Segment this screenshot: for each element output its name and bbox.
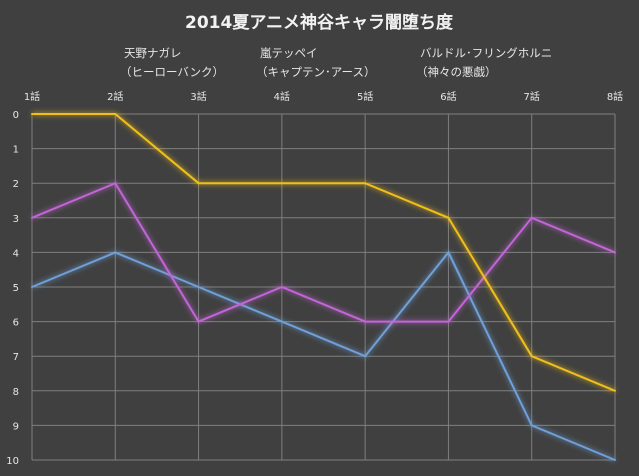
data-point (31, 113, 33, 115)
y-tick-label: 5 (13, 283, 19, 294)
data-point (114, 182, 117, 185)
x-tick-label: 2話 (107, 90, 123, 103)
data-point (31, 286, 33, 288)
legend-item-3: バルドル･フリングホルニ （神々の悪戯） (392, 46, 552, 79)
data-point (280, 286, 283, 288)
data-point (197, 320, 200, 323)
x-tick-label: 8話 (607, 90, 623, 103)
legend-label-line2: （ヒーローバンク） (120, 65, 224, 79)
data-point (364, 182, 367, 185)
data-point (447, 320, 450, 323)
y-tick-label: 1 (13, 145, 19, 156)
x-axis-tick-labels: 1話 2話 3話 4話 5話 6話 7話 8話 (24, 90, 623, 103)
y-tick-label: 4 (13, 248, 19, 259)
data-point (114, 251, 117, 254)
gridlines (31, 113, 616, 461)
x-tick-label: 3話 (190, 90, 206, 103)
series-layer (31, 113, 616, 461)
legend-label-line1: 嵐テッペイ (260, 46, 318, 60)
legend-label-line2: （神々の悪戯） (416, 65, 497, 79)
legend-label-line1: 天野ナガレ (124, 46, 182, 60)
chart-title: 2014夏アニメ神谷キャラ闇堕ち度 (185, 12, 454, 33)
data-point (447, 251, 450, 254)
legend-item-2: 嵐テッペイ （キャプテン･アース） (232, 46, 375, 79)
y-tick-label: 10 (6, 456, 19, 467)
legend-item-1: 天野ナガレ （ヒーローバンク） (96, 46, 224, 79)
data-point (364, 355, 367, 358)
data-point (614, 251, 616, 254)
data-point (614, 459, 616, 461)
data-point (31, 216, 33, 219)
y-tick-label: 2 (13, 179, 19, 190)
y-axis-tick-labels: 0 1 2 3 4 5 6 7 8 9 10 (6, 110, 19, 467)
legend-label-line2: （キャプテン･アース） (256, 65, 375, 79)
data-point (530, 216, 533, 219)
legend: 天野ナガレ （ヒーローバンク） 嵐テッペイ （キャプテン･アース） バルドル･フリングホ… (96, 46, 552, 79)
data-point (280, 320, 283, 323)
data-point (447, 216, 450, 219)
data-point (197, 286, 200, 288)
data-point (614, 389, 616, 392)
data-point (197, 182, 200, 185)
y-tick-label: 6 (13, 318, 19, 329)
series-line-3 (32, 113, 616, 392)
x-tick-label: 6話 (440, 90, 456, 103)
legend-label-line1: バルドル･フリングホルニ (420, 46, 552, 60)
y-tick-label: 3 (13, 214, 19, 225)
x-tick-label: 4話 (274, 90, 290, 103)
y-tick-label: 7 (13, 352, 19, 363)
y-tick-label: 0 (13, 110, 19, 121)
data-point (530, 424, 533, 427)
data-point (364, 320, 367, 323)
series-line-2 (31, 181, 616, 323)
data-point (114, 113, 117, 115)
x-tick-label: 5話 (357, 90, 373, 103)
y-tick-label: 8 (13, 387, 19, 398)
y-tick-label: 9 (13, 421, 19, 432)
x-tick-label: 1話 (24, 90, 40, 103)
data-point (280, 182, 283, 185)
series-line-1 (31, 250, 616, 461)
data-point (530, 355, 533, 358)
x-tick-label: 7話 (524, 90, 540, 103)
